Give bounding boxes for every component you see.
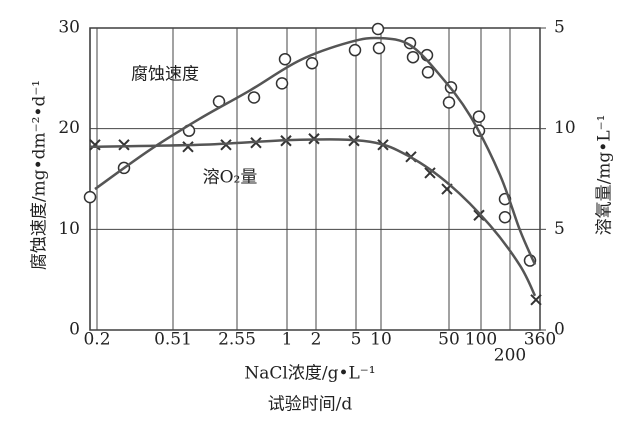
y2-axis-label: 溶氧量/mg•L⁻¹ [595,115,615,236]
data-point [473,209,485,221]
y2-tick-label: 10 [554,118,576,138]
fit-curve [89,138,537,297]
data-point [89,139,101,151]
y-tick-label: 0 [69,320,80,340]
x-tick-label: 1 [282,330,293,350]
x-tick-label: 200 [494,346,526,366]
data-point [498,211,512,224]
data-point [372,41,386,55]
y2-tick-label: 5 [554,219,565,239]
annotation: 腐蚀速度 [131,65,199,85]
data-point [305,56,319,70]
x-axis-label-2: 试验时间/d [268,395,353,415]
x-tick-label: 5 [351,330,362,350]
x-tick-label: 360 [524,330,556,350]
y-tick-label: 20 [58,118,80,138]
data-point [83,190,97,204]
data-point [530,294,542,306]
x-tick-label: 100 [465,330,497,350]
data-point [118,139,130,151]
data-point [371,22,385,36]
y2-tick-label: 5 [554,18,565,38]
data-point [442,96,456,109]
data-point [421,66,435,79]
x-tick-label: 0.51 [154,330,192,350]
data-point [182,141,194,153]
y-axis-label: 腐蚀速度/mg•dm⁻²•d⁻¹ [30,80,50,270]
y-tick-label: 30 [58,18,80,38]
annotation: 溶O₂量 [203,168,258,188]
x-axis-label: NaCl浓度/g•L⁻¹ [244,364,375,384]
data-point [424,167,436,179]
x-tick-label: 50 [438,330,460,350]
data-point [275,77,289,90]
x-tick-label: 2 [311,330,322,350]
data-point [278,52,292,66]
x-tick-label: 2.55 [218,330,256,350]
x-tick-label: 10 [370,330,392,350]
y-tick-label: 10 [58,219,80,239]
x-tick-label: 0.2 [83,330,110,350]
data-point [406,50,420,64]
data-point [472,110,486,123]
y2-tick-label: 0 [554,320,565,340]
data-point [348,43,362,57]
fit-curve [94,36,537,266]
data-point [247,91,261,104]
